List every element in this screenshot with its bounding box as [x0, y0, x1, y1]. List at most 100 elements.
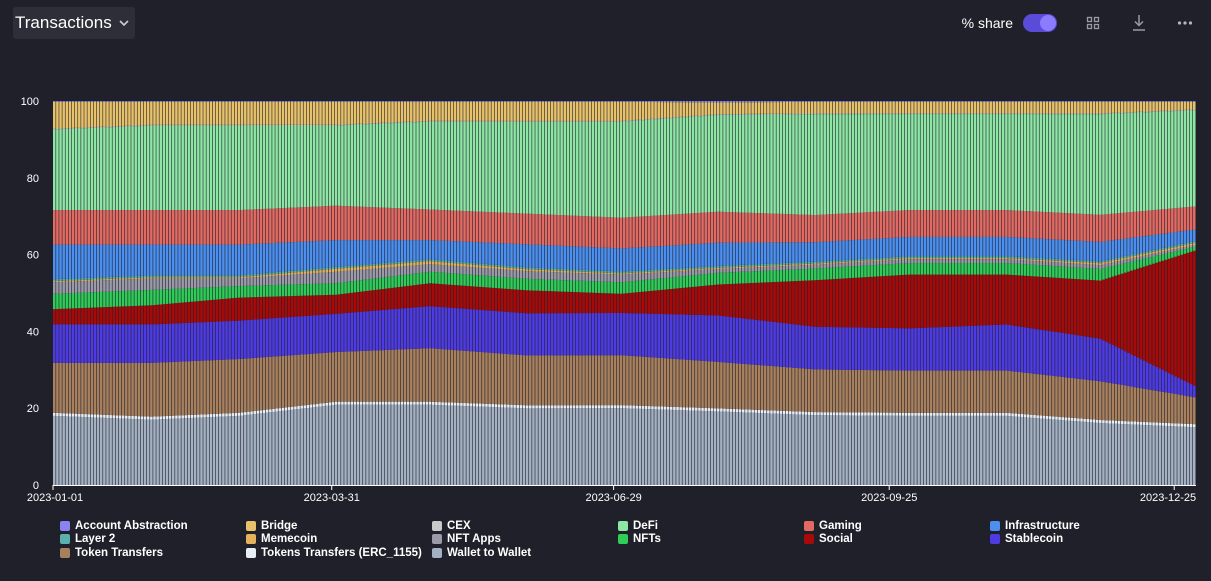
bar-segment-infrastructure [403, 240, 407, 262]
bar-segment-social [262, 296, 266, 319]
bar-segment-cex [491, 120, 494, 122]
bar-segment-bridge [529, 101, 532, 121]
chart-title-dropdown[interactable]: Transactions [13, 7, 135, 39]
bar-segment-wallet-to-wallet [84, 417, 87, 485]
bar-segment-tokens-transfers-erc-1155- [623, 405, 626, 409]
bar-segment-nfts [804, 268, 808, 281]
bar-segment-nft-apps [84, 281, 87, 293]
bar-segment-infrastructure [140, 244, 144, 276]
bar-segment-stablecoin [522, 313, 526, 356]
bar-segment-memecoin [228, 277, 231, 279]
bar-segment-nfts [53, 293, 56, 310]
bar-segment-gaming [284, 207, 288, 243]
bar-segment-cex [403, 121, 407, 123]
bar-segment-token-transfers [698, 360, 701, 408]
bar-segment-social [372, 290, 375, 311]
bar-segment-layer-2 [729, 265, 733, 268]
bar-segment-infrastructure [698, 243, 701, 267]
more-icon[interactable] [1175, 13, 1195, 33]
share-toggle[interactable] [1023, 14, 1057, 32]
bar-segment-tokens-transfers-erc-1155- [861, 412, 864, 416]
bar-segment-stablecoin [206, 322, 209, 361]
bar-segment-tokens-transfers-erc-1155- [218, 413, 222, 417]
bar-segment-stablecoin [817, 326, 820, 370]
bar-segment-nft-apps [460, 266, 463, 275]
bar-segment-memecoin [140, 277, 144, 279]
bar-segment-nfts [491, 276, 494, 288]
download-icon[interactable] [1129, 13, 1149, 33]
bar-segment-social [560, 291, 563, 314]
bar-segment-nft-apps [591, 273, 595, 282]
bar-segment-social [632, 292, 635, 314]
bar-segment-infrastructure [247, 244, 250, 275]
bar-segment-bridge [532, 101, 535, 121]
grid-icon[interactable] [1083, 13, 1103, 33]
bar-segment-social [814, 280, 817, 327]
bar-segment-stablecoin [482, 310, 485, 353]
bar-segment-nfts [929, 263, 933, 275]
bar-segment-account-abstraction [767, 101, 770, 103]
bar-segment-tokens-transfers-erc-1155- [425, 401, 429, 405]
bar-segment-social [200, 300, 203, 323]
bar-segment-nfts [303, 284, 307, 296]
bar-segment-defi [998, 114, 1002, 211]
bar-segment-cex [820, 113, 823, 115]
bar-segment-wallet-to-wallet [535, 408, 538, 485]
bar-segment-infrastructure [597, 247, 601, 271]
bar-segment-layer-2 [184, 275, 188, 278]
bar-segment-memecoin [807, 263, 811, 265]
bar-segment-cex [538, 120, 541, 122]
bar-segment-stablecoin [278, 317, 282, 357]
bar-segment-token-transfers [510, 354, 513, 405]
bar-segment-token-transfers [225, 359, 228, 414]
bar-segment-token-transfers [1061, 376, 1064, 418]
bar-segment-wallet-to-wallet [165, 419, 169, 485]
bar-segment-account-abstraction [366, 101, 369, 102]
bar-segment-nft-apps [576, 272, 579, 281]
bar-segment-nft-apps [550, 272, 554, 280]
bar-segment-cex [466, 120, 469, 122]
bar-segment-social [341, 293, 344, 314]
bar-segment-tokens-transfers-erc-1155- [1027, 414, 1030, 418]
bar-segment-layer-2 [848, 259, 852, 262]
bar-segment-infrastructure [156, 244, 159, 276]
bar-segment-memecoin [1052, 260, 1055, 263]
bar-segment-tokens-transfers-erc-1155- [172, 415, 175, 419]
bar-segment-token-transfers [939, 370, 942, 413]
bar-segment-social [773, 282, 776, 323]
bar-segment-token-transfers [272, 356, 275, 409]
bar-segment-defi [563, 121, 567, 216]
bar-segment-cex [929, 113, 933, 115]
bar-segment-account-abstraction [604, 101, 607, 102]
bar-segment-infrastructure [363, 240, 366, 265]
bar-segment-defi [848, 114, 852, 214]
bar-segment-gaming [732, 212, 736, 243]
bar-segment-nfts [911, 263, 914, 275]
bar-segment-memecoin [763, 265, 767, 267]
bar-segment-memecoin [215, 277, 219, 279]
bar-segment-bridge [597, 101, 601, 121]
bar-segment-bridge [832, 101, 836, 114]
bar-segment-token-transfers [81, 362, 84, 414]
bar-segment-stablecoin [945, 326, 949, 371]
bar-segment-tokens-transfers-erc-1155- [225, 413, 228, 417]
bar-segment-wallet-to-wallet [889, 415, 892, 485]
bar-segment-memecoin [319, 270, 322, 273]
bar-segment-bridge [679, 102, 682, 117]
bar-segment-layer-2 [1039, 258, 1043, 260]
bar-segment-nft-apps [995, 259, 999, 264]
bar-segment-memecoin [895, 258, 898, 260]
bar-segment-memecoin [62, 280, 65, 282]
bar-segment-nft-apps [372, 268, 375, 279]
bar-segment-layer-2 [1089, 260, 1093, 263]
bar-segment-account-abstraction [873, 101, 877, 102]
bar-segment-bridge [228, 101, 231, 125]
bar-segment-nfts [854, 266, 858, 278]
bar-segment-account-abstraction [920, 101, 924, 102]
bar-segment-gaming [550, 214, 554, 246]
bar-segment-token-transfers [156, 362, 159, 417]
bar-segment-stablecoin [923, 327, 927, 371]
bar-segment-token-transfers [566, 355, 570, 406]
bar-segment-infrastructure [557, 245, 560, 269]
bar-segment-token-transfers [641, 356, 645, 406]
